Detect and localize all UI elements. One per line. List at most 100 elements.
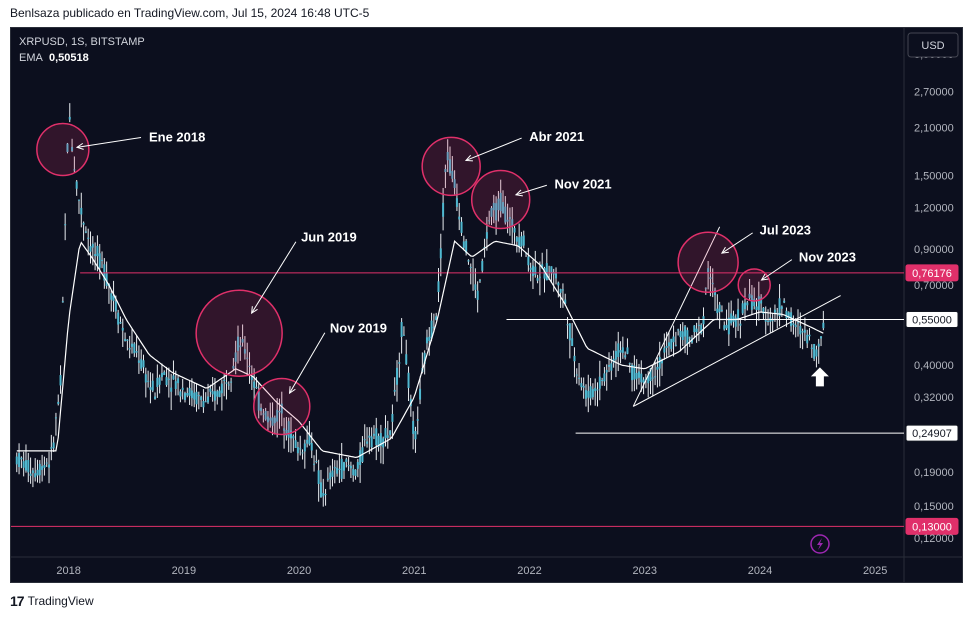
annotation-arrow: [515, 184, 547, 196]
ema-value: 0,50518: [49, 52, 89, 64]
y-tick-label: 0,40000: [914, 360, 954, 372]
price-bar: [527, 256, 530, 266]
price-bar: [580, 383, 583, 388]
price-bar: [469, 266, 472, 268]
price-bar: [458, 216, 461, 220]
price-bar: [345, 459, 348, 462]
price-bar: [218, 390, 221, 398]
price-bar: [396, 367, 399, 385]
price-bar: [661, 359, 664, 364]
price-bar: [414, 430, 417, 440]
price-bar: [760, 297, 763, 304]
y-tick-label: 0,12000: [914, 533, 954, 545]
price-bar: [541, 264, 544, 269]
annotation-arrow: [465, 137, 522, 161]
price-bar: [43, 464, 46, 468]
price-bar: [133, 343, 136, 354]
price-bar: [575, 374, 578, 376]
price-bar: [64, 224, 67, 226]
price-bar: [393, 389, 396, 392]
price-bar: [651, 377, 654, 379]
price-bar: [449, 159, 452, 174]
price-bar: [732, 315, 735, 322]
price-level-badge: [905, 311, 959, 329]
price-bar: [460, 221, 463, 233]
price-bar: [75, 181, 78, 189]
price-bar: [640, 373, 643, 383]
price-bar: [656, 366, 659, 370]
price-level-label: 0,13000: [912, 521, 952, 533]
price-bar: [193, 392, 196, 400]
price-bar: [366, 441, 369, 444]
price-bar: [216, 391, 219, 397]
price-bar: [778, 298, 781, 317]
price-bar: [555, 272, 558, 279]
price-bar: [550, 266, 553, 273]
price-bar: [578, 377, 581, 379]
price-bar: [130, 343, 133, 347]
annotation-circle: [737, 268, 771, 302]
price-bar: [596, 389, 599, 391]
price-bar: [80, 207, 83, 215]
annotation-label: Jul 2023: [760, 223, 811, 238]
price-bar: [211, 391, 214, 395]
price-bar: [163, 371, 166, 376]
price-bar: [796, 322, 799, 324]
price-bar: [27, 459, 30, 473]
price-bar: [301, 452, 304, 454]
price-bar: [432, 327, 435, 329]
annotation-arrow: [721, 232, 753, 254]
price-bar: [356, 462, 359, 469]
price-bar: [98, 253, 101, 268]
currency-button[interactable]: USD: [907, 32, 959, 58]
price-bar: [31, 470, 34, 474]
price-bar: [619, 350, 622, 353]
price-bar: [188, 387, 191, 396]
price-bar: [621, 347, 624, 353]
price-bar: [200, 396, 203, 400]
price-bar: [343, 462, 346, 471]
price-bar: [610, 363, 613, 371]
symbol-label: XRPUSD, 1S, BITSTAMP: [19, 36, 145, 48]
price-bar: [435, 316, 438, 321]
price-bar: [723, 325, 726, 330]
price-bar: [684, 326, 687, 337]
price-bar: [73, 169, 76, 171]
price-bar: [296, 447, 299, 454]
price-bar: [57, 401, 60, 404]
price-bar: [29, 473, 32, 476]
y-tick-label: 0,70000: [914, 280, 954, 292]
price-bar: [22, 461, 25, 468]
price-bar: [582, 385, 585, 388]
price-bar: [119, 322, 122, 324]
price-bar: [82, 222, 85, 225]
annotation-arrowhead: [75, 142, 84, 150]
price-bar: [96, 245, 99, 257]
lightning-badge-icon[interactable]: [810, 534, 830, 554]
price-bar: [207, 396, 210, 403]
price-chart[interactable]: 0,76176 0,55000 0,24907 0,13000 Ene 2018 Jun…: [11, 28, 962, 582]
price-bar: [416, 419, 419, 421]
price-bar: [190, 390, 193, 399]
price-bar: [750, 295, 753, 310]
price-bar: [232, 365, 235, 369]
price-bar: [412, 420, 415, 434]
price-bar: [84, 231, 87, 233]
price-bar: [552, 272, 555, 275]
x-tick-label: 2021: [402, 565, 426, 577]
price-bar: [481, 260, 484, 271]
price-bar: [803, 329, 806, 333]
price-bar: [637, 371, 640, 378]
chart-panel[interactable]: 0,76176 0,55000 0,24907 0,13000 Ene 2018 Jun…: [10, 27, 963, 583]
y-tick-label: 2,70000: [914, 86, 954, 98]
price-bar: [672, 336, 675, 343]
price-bar: [292, 436, 295, 439]
price-bar: [679, 330, 682, 338]
price-bar: [697, 324, 700, 326]
price-bar: [453, 179, 456, 188]
price-bar: [117, 312, 120, 325]
price-bar: [18, 453, 21, 468]
price-bar: [170, 387, 173, 392]
price-bar: [628, 363, 631, 365]
price-bar: [202, 401, 205, 408]
